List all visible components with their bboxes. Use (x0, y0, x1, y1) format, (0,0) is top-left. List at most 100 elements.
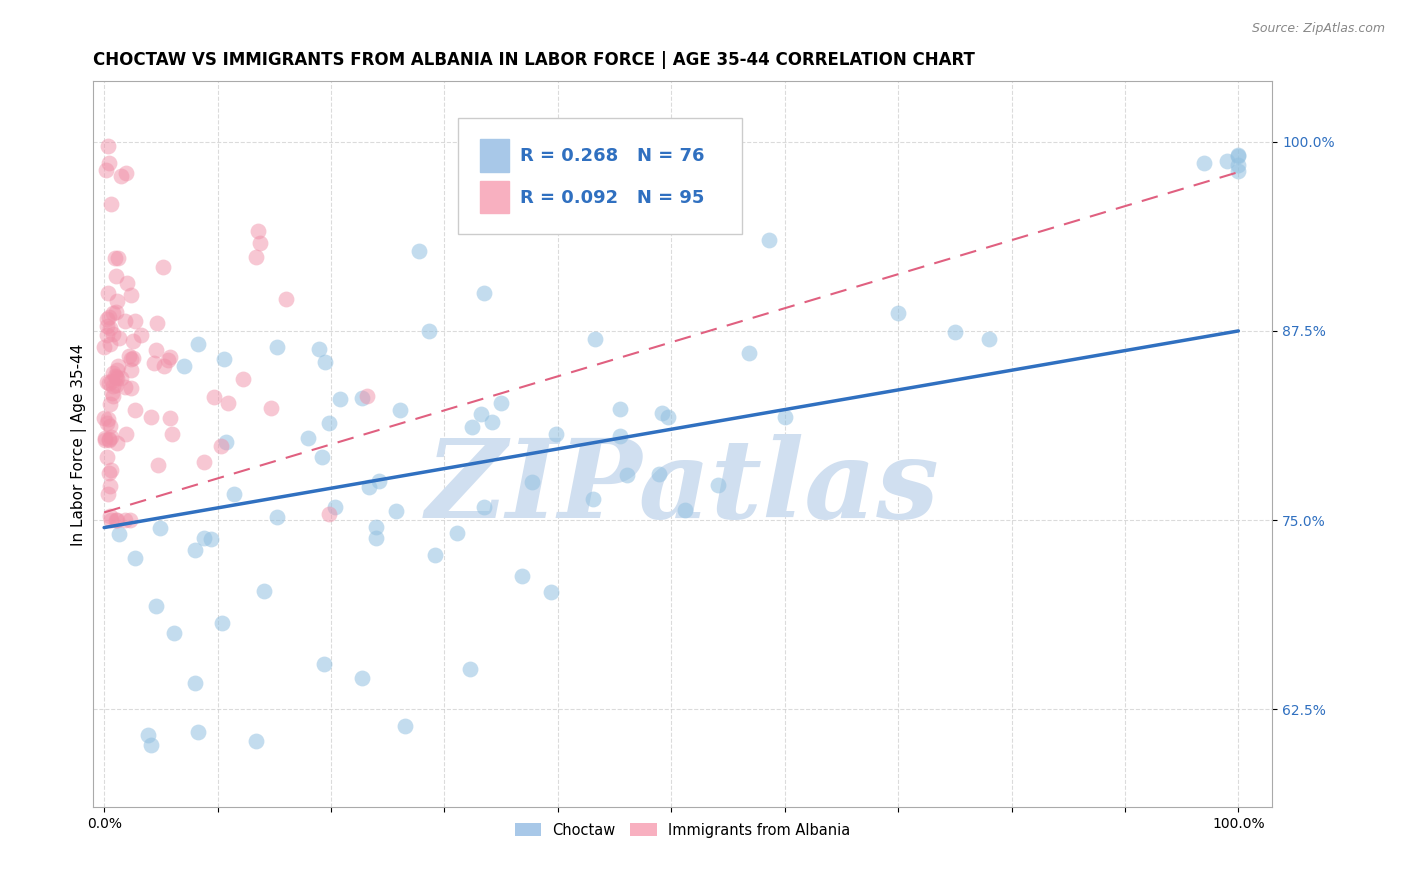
Point (129, 327, 152, 342)
Point (163, 625, 186, 640)
Point (1194, 156, 1216, 170)
Point (274, 292, 297, 306)
Point (145, 343, 167, 358)
Point (124, 403, 146, 417)
Legend: Choctaw, Immigrants from Albania: Choctaw, Immigrants from Albania (509, 817, 856, 844)
Point (97, 310, 120, 324)
Point (100, 430, 122, 444)
FancyBboxPatch shape (458, 118, 741, 234)
Point (160, 427, 183, 442)
Point (193, 455, 215, 469)
Point (152, 260, 174, 274)
Point (105, 513, 128, 527)
Point (458, 662, 481, 676)
Point (583, 332, 606, 346)
Point (98, 432, 121, 446)
Point (98, 479, 121, 493)
Point (211, 616, 233, 631)
Point (98, 433, 121, 447)
Point (94, 162, 117, 177)
Point (108, 527, 131, 541)
Point (474, 500, 496, 514)
Point (98, 321, 121, 335)
Point (318, 508, 340, 522)
Point (98, 418, 121, 433)
Point (146, 316, 169, 330)
Point (318, 416, 340, 430)
Point (139, 410, 162, 425)
Point (103, 327, 125, 342)
Point (122, 334, 145, 349)
Point (366, 532, 388, 546)
Point (156, 353, 179, 368)
Point (94, 431, 117, 445)
Point (142, 356, 165, 370)
Point (98, 397, 121, 411)
Point (249, 236, 271, 251)
Point (139, 738, 162, 752)
Point (97, 486, 120, 500)
Point (446, 525, 468, 540)
Point (193, 531, 215, 545)
Point (96, 412, 118, 426)
Point (98, 337, 121, 351)
Point (101, 306, 124, 320)
Point (153, 359, 176, 374)
Point (389, 402, 412, 417)
Point (104, 378, 127, 392)
Point (418, 324, 440, 338)
Point (609, 401, 631, 416)
Point (96, 311, 118, 326)
Point (408, 244, 430, 258)
Point (104, 251, 127, 265)
Point (384, 504, 406, 518)
Point (100, 196, 122, 211)
Point (115, 426, 138, 441)
Point (105, 362, 128, 376)
Point (461, 420, 484, 434)
Point (394, 719, 416, 733)
Point (266, 509, 288, 524)
Point (1227, 149, 1250, 163)
Point (202, 390, 225, 404)
Point (212, 351, 235, 366)
Point (122, 351, 145, 365)
Point (582, 491, 605, 506)
Point (357, 480, 380, 494)
Point (423, 548, 446, 562)
Point (977, 332, 1000, 346)
Bar (479, 181, 509, 213)
Point (93, 340, 115, 354)
Point (105, 305, 128, 319)
Point (544, 426, 567, 441)
Point (107, 436, 129, 450)
Point (266, 340, 288, 354)
Point (103, 367, 125, 381)
Point (120, 363, 142, 377)
Point (115, 276, 138, 290)
Point (110, 371, 132, 385)
Point (101, 386, 124, 401)
Point (200, 532, 222, 546)
Point (105, 513, 128, 527)
Point (245, 250, 267, 264)
Point (314, 355, 336, 369)
Point (247, 224, 270, 238)
Point (707, 478, 730, 492)
Point (93, 410, 115, 425)
Point (104, 369, 127, 384)
Point (1227, 148, 1250, 162)
Point (887, 306, 910, 320)
Point (472, 285, 495, 300)
Point (107, 359, 129, 373)
Point (520, 475, 543, 489)
Point (108, 331, 131, 345)
Point (308, 342, 330, 356)
Text: CHOCTAW VS IMMIGRANTS FROM ALBANIA IN LABOR FORCE | AGE 35-44 CORRELATION CHART: CHOCTAW VS IMMIGRANTS FROM ALBANIA IN LA… (93, 51, 974, 69)
Text: R = 0.268   N = 76: R = 0.268 N = 76 (520, 147, 704, 165)
Point (114, 380, 136, 394)
Point (94, 434, 117, 448)
Point (101, 389, 124, 403)
Point (253, 583, 276, 598)
Point (120, 351, 142, 366)
